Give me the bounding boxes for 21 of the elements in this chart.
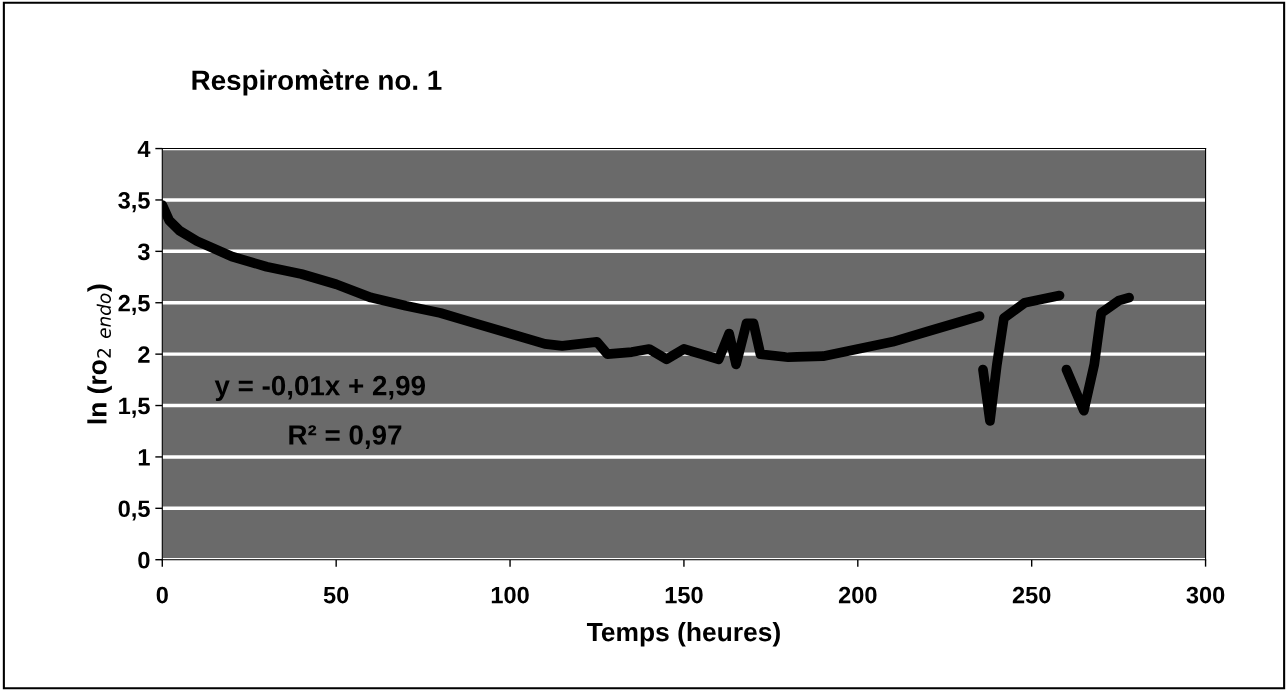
y-tick-label: 0	[138, 551, 150, 569]
y-tick-label: 2,5	[118, 294, 150, 315]
y-axis-title: ln (ro$_{2 endo}$)	[87, 284, 112, 424]
annotation: y = -0,01x + 2,99	[214, 375, 426, 402]
annotation: R² = 0,97	[289, 425, 402, 449]
y-tick-label: 1	[138, 449, 150, 466]
x-tick-label: 100	[491, 586, 529, 604]
x-axis-title: Temps (heures)	[586, 622, 780, 647]
x-tick-label: 200	[838, 586, 877, 604]
y-tick-label: 1,5	[119, 397, 150, 418]
x-tick-label: 0	[156, 586, 168, 604]
x-tick-label: 150	[665, 586, 703, 604]
y-tick-label: 4	[137, 140, 151, 158]
x-tick-label: 50	[323, 586, 349, 604]
y-tick-label: 2	[138, 346, 150, 363]
x-tick-label: 300	[1186, 586, 1225, 604]
chart-title: Respiromètre no. 1	[192, 69, 442, 96]
y-tick-label: 3,5	[118, 192, 150, 213]
x-tick-label: 250	[1012, 586, 1051, 604]
y-tick-label: 0,5	[118, 500, 150, 521]
y-tick-label: 3	[137, 243, 150, 261]
